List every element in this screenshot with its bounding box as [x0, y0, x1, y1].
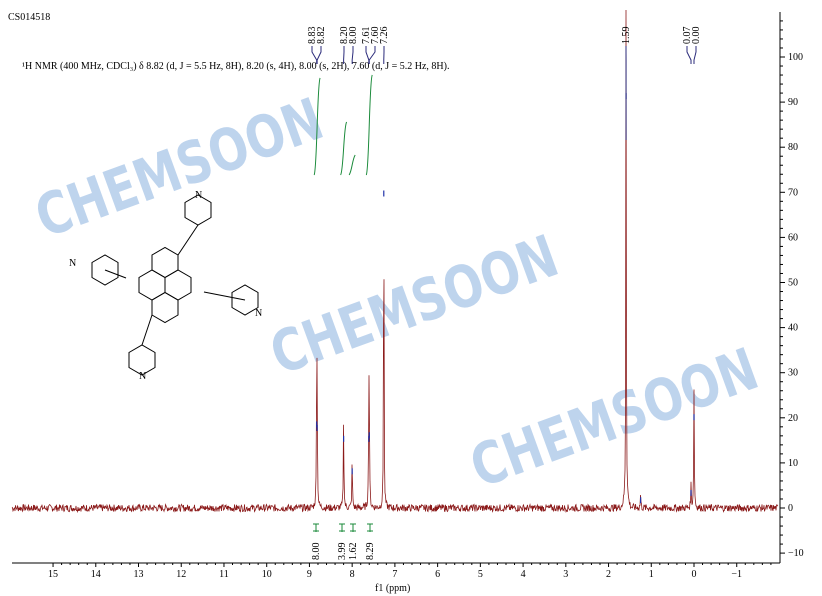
- integral-bracket: [339, 523, 345, 532]
- x-tick-label: −1: [731, 569, 742, 580]
- x-tick-label: 5: [478, 569, 483, 580]
- pyridine-ring: [128, 344, 156, 376]
- pyridine-ring: [91, 254, 119, 286]
- bond: [104, 269, 127, 279]
- peak-label-connector: [351, 46, 354, 64]
- integral-value: 1.62: [348, 543, 359, 561]
- pyrene-ring: [164, 269, 192, 301]
- peak-label-connector: [686, 46, 692, 64]
- peak-label: 1.59: [621, 27, 632, 45]
- peak-label: 8.00: [348, 27, 359, 45]
- integral-bracket: [350, 523, 356, 532]
- watermark: CHEMSOON: [462, 335, 767, 502]
- y-tick-label: 20: [788, 413, 798, 424]
- sample-id: CS014518: [8, 12, 50, 23]
- watermarks: CHEMSOON CHEMSOON CHEMSOON: [27, 85, 767, 502]
- nitrogen-atom: N: [195, 190, 202, 201]
- molecule-structure: N N N N: [69, 190, 262, 382]
- spectrum-line: [11, 9, 779, 514]
- pyrene-ring: [151, 291, 179, 324]
- y-tick-label: 30: [788, 368, 798, 379]
- x-tick-label: 13: [134, 569, 144, 580]
- x-tick-label: 10: [262, 569, 272, 580]
- x-tick-label: 12: [176, 569, 186, 580]
- integral-value: 8.29: [365, 543, 376, 561]
- bond: [177, 224, 199, 256]
- x-tick-label: 0: [692, 569, 697, 580]
- x-tick-label: 8: [350, 569, 355, 580]
- y-tick-label: 100: [788, 52, 803, 63]
- x-tick-label: 15: [48, 569, 58, 580]
- bond: [203, 291, 246, 301]
- y-tick-label: 50: [788, 278, 798, 289]
- y-tick-label: −10: [788, 548, 804, 559]
- y-tick-label: 90: [788, 97, 798, 108]
- integral-curve: [340, 121, 348, 176]
- pyridine-ring: [231, 284, 259, 316]
- y-tick-label: 0: [788, 503, 793, 514]
- integral-curve: [365, 74, 373, 176]
- peak-label: 7.60: [370, 27, 381, 45]
- integral-value: 8.00: [311, 543, 322, 561]
- peak-label: 7.61: [361, 27, 372, 45]
- x-tick-label: 4: [521, 569, 526, 580]
- peak-label: 0.00: [691, 27, 702, 45]
- watermark: CHEMSOON: [27, 85, 332, 252]
- x-axis-label: f1 (ppm): [375, 583, 410, 594]
- peak-label: 8.20: [339, 27, 350, 45]
- integral-bracket: [313, 523, 319, 532]
- integral-curve: [348, 154, 356, 176]
- peak-label-connector: [368, 46, 376, 64]
- x-tick-label: 14: [91, 569, 101, 580]
- bond: [141, 314, 153, 346]
- peak-label: 8.82: [316, 27, 327, 45]
- nitrogen-atom: N: [255, 308, 262, 319]
- x-tick-label: 6: [435, 569, 440, 580]
- y-tick-label: 40: [788, 323, 798, 334]
- peak-label: 0.07: [682, 27, 693, 45]
- peak-label: 7.26: [379, 27, 390, 45]
- integral-value: 3.99: [337, 543, 348, 561]
- peak-label-connector: [693, 46, 697, 64]
- y-tick-label: 60: [788, 232, 798, 243]
- watermark: CHEMSOON: [262, 222, 567, 389]
- pyridine-ring: [184, 194, 212, 226]
- x-tick-label: 2: [606, 569, 611, 580]
- peak-label-connector: [316, 46, 322, 64]
- nmr-description: ¹H NMR (400 MHz, CDCl₃) δ 8.82 (d, J = 5…: [22, 61, 449, 72]
- peak-label: 8.83: [307, 27, 318, 45]
- x-tick-label: 3: [563, 569, 568, 580]
- nitrogen-atom: N: [139, 371, 146, 382]
- integral-bracket: [367, 523, 373, 532]
- x-tick-label: 1: [649, 569, 654, 580]
- x-tick-label: 7: [392, 569, 397, 580]
- y-tick-label: 70: [788, 187, 798, 198]
- integral-curve: [313, 77, 321, 176]
- x-tick-label: 11: [219, 569, 229, 580]
- y-tick-label: 80: [788, 142, 798, 153]
- x-tick-label: 9: [307, 569, 312, 580]
- nitrogen-atom: N: [69, 258, 76, 269]
- pyrene-ring: [138, 269, 166, 301]
- pyrene-ring: [151, 246, 179, 279]
- y-tick-label: 10: [788, 458, 798, 469]
